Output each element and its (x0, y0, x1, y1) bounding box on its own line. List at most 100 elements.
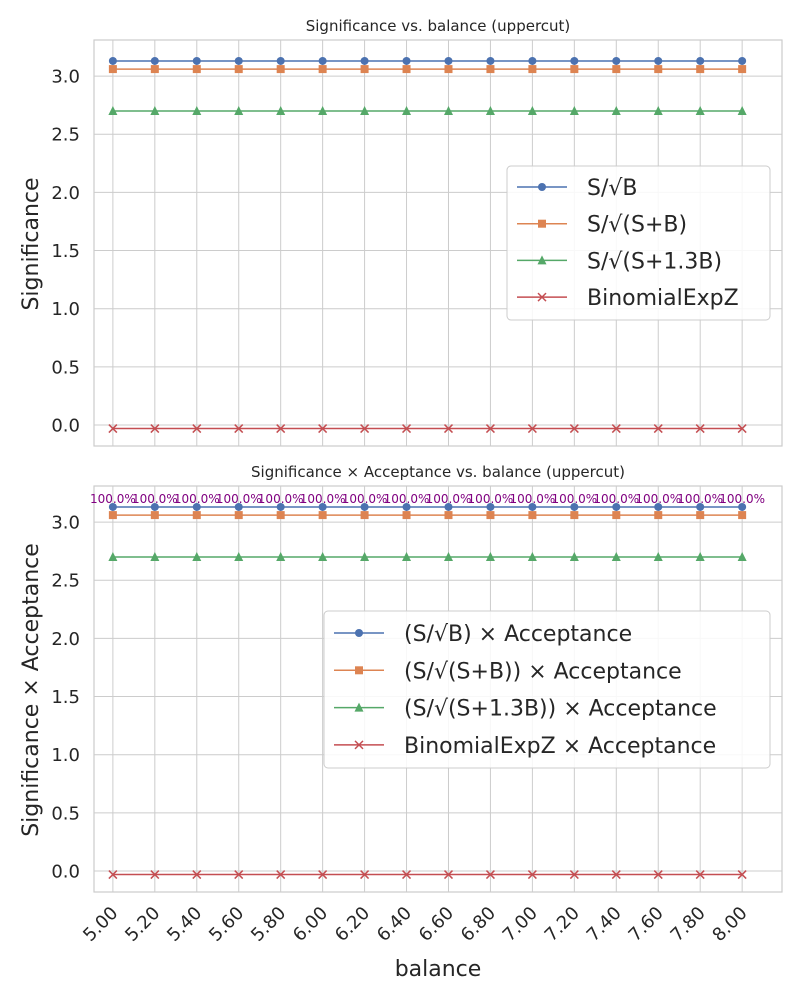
data-point (402, 105, 412, 115)
data-point (318, 870, 328, 880)
data-point (360, 56, 369, 65)
legend-marker (354, 702, 364, 712)
data-point (360, 65, 369, 74)
x-stroke (192, 870, 202, 880)
data-point (318, 65, 327, 74)
data-point (570, 56, 579, 65)
data-label: 100.0% (551, 492, 597, 506)
data-point (570, 502, 579, 511)
top-panel: Significance vs. balance (uppercut) Sign… (19, 17, 783, 447)
data-label: 100.0% (174, 492, 220, 506)
data-point (528, 502, 537, 511)
x-stroke (402, 870, 412, 880)
data-point (485, 105, 495, 115)
x-stroke (402, 424, 412, 434)
data-point (402, 551, 412, 561)
x-stroke (276, 424, 286, 434)
data-point (486, 511, 495, 520)
data-point (192, 870, 202, 880)
data-point (612, 511, 621, 520)
data-point (737, 870, 747, 880)
x-stroke (360, 424, 370, 434)
data-point (234, 551, 244, 561)
data-point (653, 424, 663, 434)
data-point (108, 65, 117, 74)
x-stroke (108, 424, 118, 434)
data-point (654, 65, 663, 74)
x-stroke (737, 870, 747, 880)
data-point (192, 56, 201, 65)
data-point (485, 870, 495, 880)
data-label: 100.0% (300, 492, 346, 506)
data-point (485, 424, 495, 434)
x-stroke (611, 870, 621, 880)
legend-label: BinomialExpZ (587, 286, 739, 311)
data-point (108, 551, 118, 561)
data-point (696, 502, 705, 511)
data-label: 100.0% (677, 492, 723, 506)
x-stroke (527, 870, 537, 880)
data-point (234, 502, 243, 511)
data-point (695, 551, 705, 561)
data-point (402, 65, 411, 74)
data-point (569, 105, 579, 115)
legend-box (323, 610, 771, 769)
bottom-panel: Significance × Acceptance vs. balance (u… (19, 463, 783, 982)
data-label: 100.0% (635, 492, 681, 506)
data-point (612, 65, 621, 74)
data-point (653, 870, 663, 880)
data-point (276, 105, 286, 115)
x-stroke (611, 424, 621, 434)
data-point (528, 56, 537, 65)
legend-label: S/√(S+B) (587, 213, 687, 238)
data-point (192, 424, 202, 434)
data-point (611, 551, 621, 561)
data-point (318, 105, 328, 115)
data-point (654, 56, 663, 65)
x-tick-label: 7.20 (541, 903, 584, 946)
x-stroke (485, 424, 495, 434)
data-point (696, 56, 705, 65)
data-point (738, 56, 747, 65)
data-point (360, 424, 370, 434)
legend-label: (S/√(S+B)) × Acceptance (404, 659, 682, 684)
data-point (444, 56, 453, 65)
bottom-y-tick-label: 1.0 (51, 745, 80, 766)
x-tick-label: 5.60 (205, 903, 248, 946)
data-point (360, 502, 369, 511)
x-tick-label: 5.40 (163, 903, 206, 946)
top-legend: S/√B S/√(S+B) S/√(S+1.3B) BinomialExpZ (506, 165, 771, 321)
data-point (486, 56, 495, 65)
data-label: 100.0% (342, 492, 388, 506)
data-point (276, 65, 285, 74)
top-y-tick-label: 1.0 (51, 299, 80, 320)
data-point (276, 424, 286, 434)
data-label: 100.0% (593, 492, 639, 506)
data-point (695, 424, 705, 434)
data-point (234, 65, 243, 74)
data-point (150, 105, 160, 115)
data-point (527, 424, 537, 434)
x-stroke (318, 870, 328, 880)
legend-marker (538, 219, 546, 228)
legend-item: BinomialExpZ × Acceptance (334, 734, 716, 759)
data-point (569, 551, 579, 561)
x-tick-label: 6.40 (373, 903, 416, 946)
data-point (695, 870, 705, 880)
data-point (444, 502, 453, 511)
data-point (150, 424, 160, 434)
data-point (443, 870, 454, 880)
data-point (360, 551, 370, 561)
x-tick-label: 5.20 (121, 903, 164, 946)
x-stroke (653, 870, 663, 880)
bottom-y-tick-label: 1.5 (51, 687, 80, 708)
legend-label: (S/√(S+1.3B)) × Acceptance (404, 697, 717, 722)
data-point (443, 105, 453, 115)
data-point (234, 424, 244, 434)
data-point (318, 551, 328, 561)
data-point (150, 511, 159, 520)
legend-item: S/√(S+1.3B) (517, 249, 722, 274)
top-y-tick-label: 1.5 (51, 241, 80, 262)
x-tick-label: 8.00 (708, 903, 751, 946)
data-point (108, 502, 117, 511)
